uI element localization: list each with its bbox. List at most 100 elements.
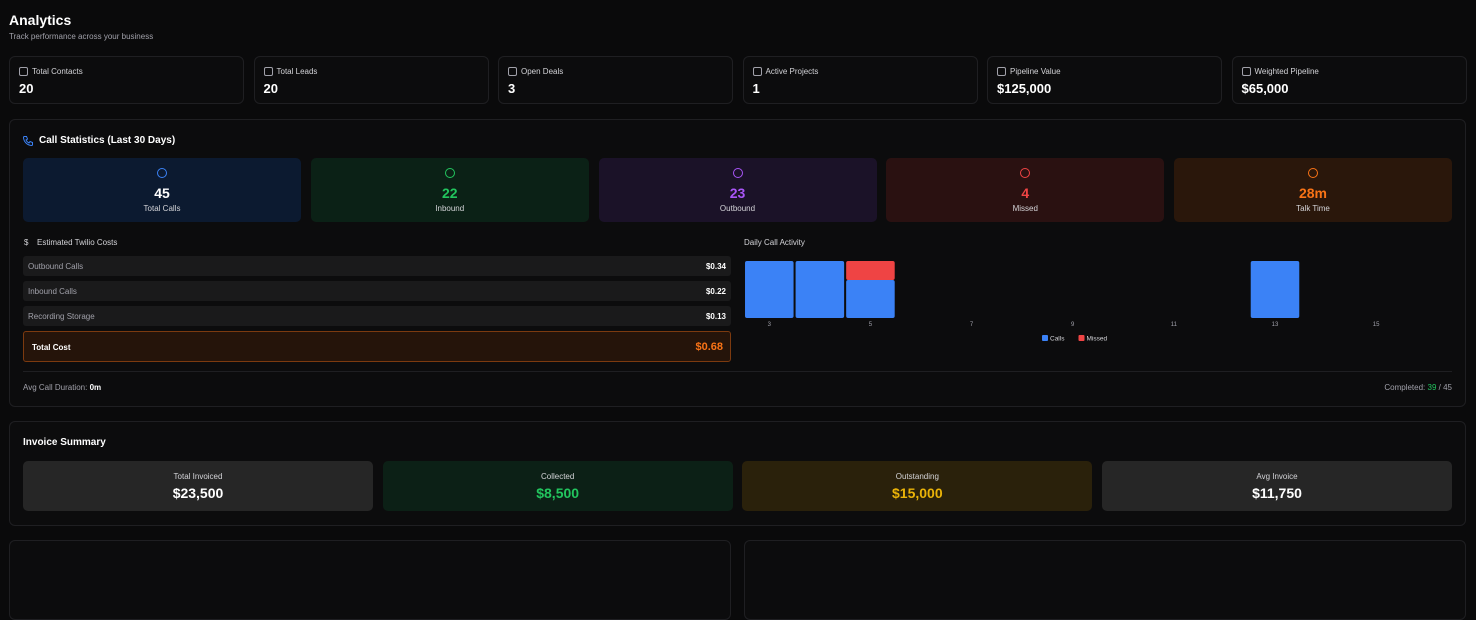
total-value: $0.68: [695, 341, 723, 353]
x-tick-label: 15: [1373, 322, 1380, 328]
costs-title: Estimated Twilio Costs: [37, 238, 118, 247]
x-tick-label: 9: [1071, 322, 1075, 328]
stat-icon: [752, 67, 762, 76]
bar: [1250, 261, 1300, 318]
stat-icon: [997, 67, 1006, 76]
stat-label: Pipeline Value: [1010, 67, 1061, 76]
panel: [744, 540, 1466, 620]
invoice-tile: Avg Invoice $11,750: [1102, 461, 1452, 511]
call-activity-chart: 3 5 7 9 11 13 15 Calls Missed: [745, 261, 1380, 343]
completed-total: / 45: [1438, 383, 1452, 392]
invoice-label: Collected: [540, 472, 575, 481]
bar: [846, 280, 895, 318]
bar: [795, 261, 845, 318]
x-tick-label: 13: [1272, 322, 1279, 328]
stat-value: 3: [508, 81, 516, 96]
tile-label: Missed: [1012, 204, 1038, 213]
stat-icon: [263, 67, 273, 76]
legend-label: Missed: [1087, 336, 1108, 343]
tile-label: Outbound: [719, 204, 756, 213]
invoice-value: $11,750: [1252, 485, 1302, 501]
page: Analytics Track performance across your …: [9, 12, 1467, 620]
tile-label: Inbound: [435, 204, 465, 213]
stat-icon: [1241, 67, 1251, 76]
stat-card: Weighted Pipeline $65,000: [1231, 56, 1467, 104]
completed: Completed: 39 / 45: [1384, 383, 1452, 392]
stat-label: Total Contacts: [32, 67, 83, 76]
tile-icon: [157, 168, 167, 178]
x-tick-label: 11: [1171, 322, 1178, 328]
page-subtitle: Track performance across your business: [9, 32, 154, 41]
cost-row: Inbound Calls $0.22: [23, 281, 731, 301]
tile-icon: [1020, 168, 1031, 178]
invoice-label: Outstanding: [895, 472, 939, 481]
call-tile: 45 Total Calls: [23, 158, 301, 222]
tile-value: 45: [154, 185, 170, 201]
avg-value: 0m: [89, 383, 102, 392]
dollar-icon: $: [24, 238, 29, 247]
legend-label: Calls: [1050, 336, 1065, 343]
phone-icon: [22, 136, 33, 147]
tile-icon: [732, 168, 743, 178]
invoice-tile: Collected $8,500: [382, 461, 733, 511]
dashboard: Analytics Track performance across your …: [9, 12, 1467, 620]
cost-label: Inbound Calls: [28, 287, 77, 296]
tile-value: 28m: [1298, 185, 1328, 201]
call-tile: 28m Talk Time: [1174, 158, 1452, 222]
stat-icon: [19, 67, 28, 76]
stat-value: 20: [263, 81, 278, 96]
legend-swatch: [1078, 335, 1085, 341]
bar: [846, 261, 895, 280]
invoice-tile: Total Invoiced $23,500: [23, 461, 373, 511]
avg-label: Avg Call Duration:: [23, 383, 88, 392]
tile-value: 22: [441, 185, 458, 201]
total-label: Total Cost: [32, 343, 71, 352]
tile-label: Talk Time: [1296, 204, 1330, 213]
stat-card: Open Deals 3: [498, 56, 733, 104]
call-tile: 22 Inbound: [310, 158, 589, 222]
invoice-value: $15,000: [892, 485, 943, 501]
legend-swatch: [1042, 335, 1048, 341]
divider: [23, 371, 1452, 372]
tile-value: 23: [729, 185, 746, 201]
x-tick-label: 5: [869, 322, 873, 328]
cost-row: Recording Storage $0.13: [23, 306, 731, 326]
invoice-tile: Outstanding $15,000: [742, 461, 1093, 511]
cost-label: Recording Storage: [28, 312, 95, 321]
stat-card: Total Contacts 20: [9, 56, 244, 104]
tile-label: Total Calls: [143, 204, 181, 213]
bar: [745, 261, 794, 318]
total-row: Total Cost $0.68: [23, 331, 731, 362]
panel: [9, 540, 731, 620]
invoice-value: $23,500: [172, 485, 224, 501]
stat-card: Active Projects 1: [742, 56, 978, 104]
invoice-label: Total Invoiced: [173, 472, 223, 481]
stat-label: Open Deals: [521, 67, 564, 76]
x-tick-label: 3: [768, 322, 772, 328]
stat-value: 20: [19, 81, 34, 96]
stat-value: $125,000: [997, 81, 1052, 96]
tile-icon: [1308, 168, 1318, 178]
stat-card: Total Leads 20: [253, 56, 489, 104]
invoice-title: Invoice Summary: [23, 437, 106, 448]
cost-value: $0.13: [705, 312, 726, 321]
stat-label: Active Projects: [765, 67, 819, 76]
completed-value: 39: [1427, 383, 1437, 392]
stat-card: Pipeline Value $125,000: [987, 56, 1222, 104]
call-tile: 4 Missed: [886, 158, 1165, 222]
x-tick-label: 7: [970, 322, 974, 328]
stat-label: Total Leads: [276, 67, 318, 76]
invoice-value: $8,500: [536, 485, 580, 501]
call-tile: 23 Outbound: [598, 158, 877, 222]
cost-row: Outbound Calls $0.34: [23, 256, 731, 276]
stat-icon: [508, 67, 517, 76]
stat-label: Weighted Pipeline: [1254, 67, 1319, 76]
stat-value: $65,000: [1241, 81, 1289, 96]
tile-icon: [444, 168, 455, 178]
page-title: Analytics: [9, 12, 72, 28]
invoice-label: Avg Invoice: [1256, 472, 1298, 481]
call-title: Call Statistics (Last 30 Days): [39, 135, 176, 146]
cost-value: $0.34: [705, 262, 726, 271]
completed-label: Completed:: [1384, 383, 1426, 392]
cost-label: Outbound Calls: [28, 262, 84, 271]
